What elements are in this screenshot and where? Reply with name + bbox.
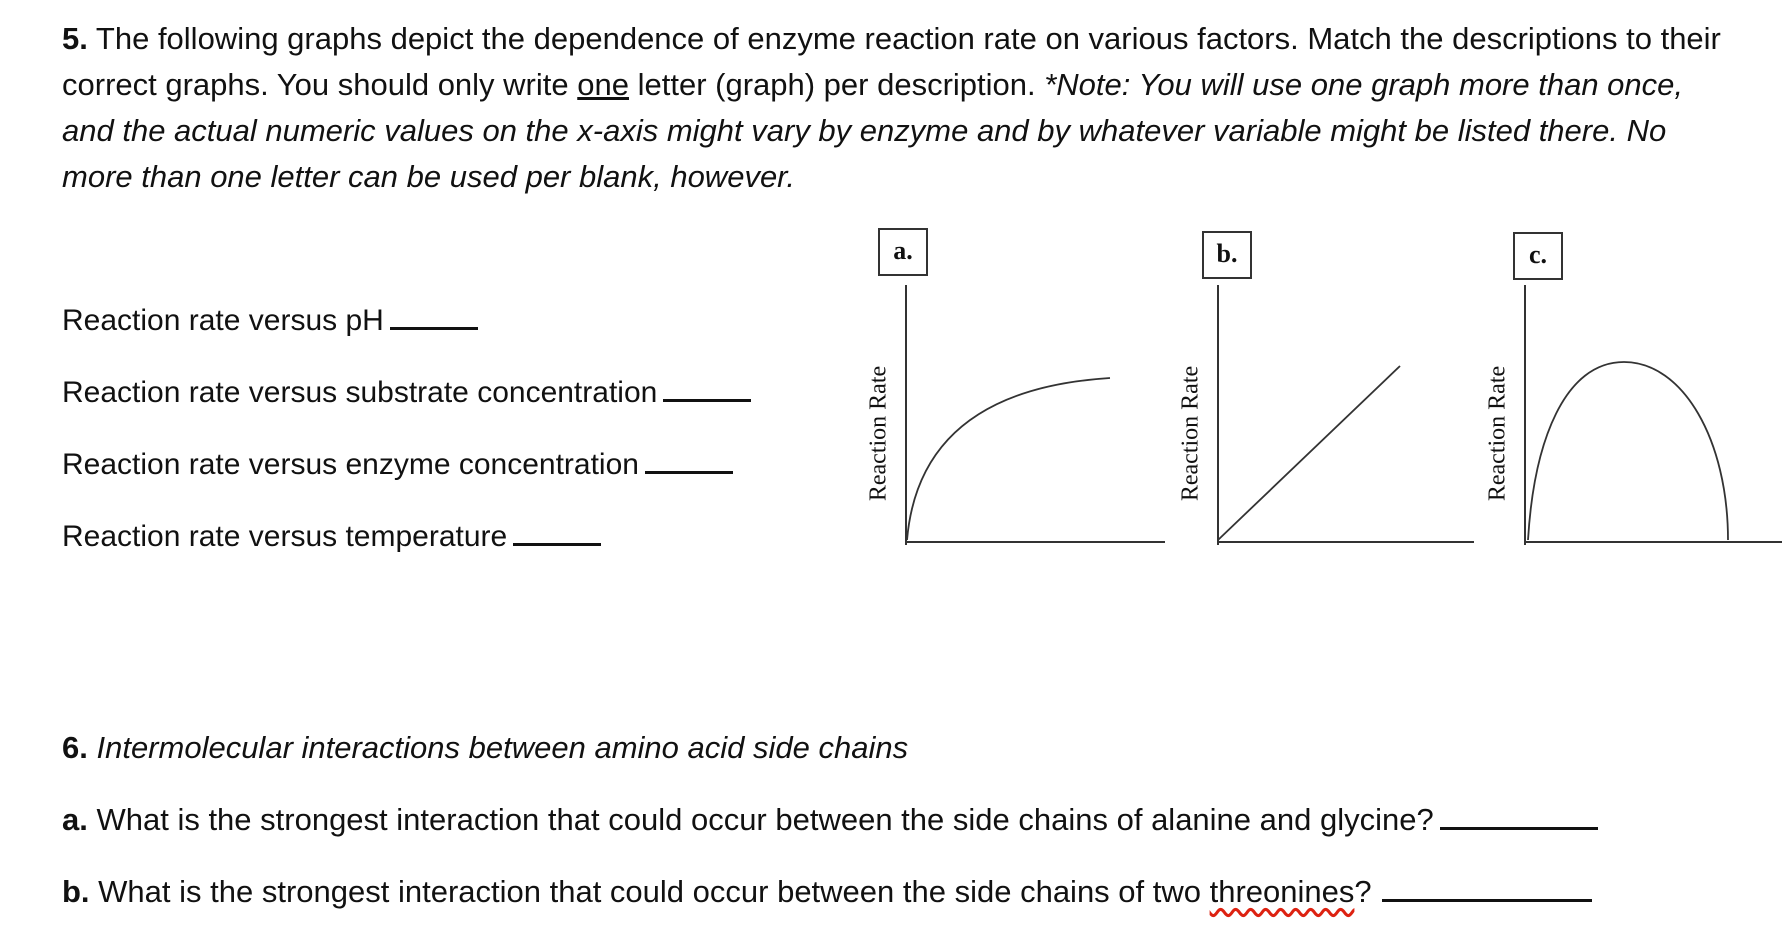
question-5-text-after: letter (graph) per description.	[628, 67, 1045, 102]
answer-blank[interactable]	[663, 375, 752, 402]
graph-c-y-axis-label: Reaction Rate	[1484, 365, 1511, 502]
description-label: Reaction rate versus enzyme concentratio…	[62, 448, 639, 481]
question-5-text: The following graphs depict the dependen…	[62, 21, 1721, 102]
answer-blank[interactable]	[644, 447, 733, 474]
description-label: Reaction rate versus substrate concentra…	[62, 376, 658, 409]
graph-b-y-axis-label: Reaction Rate	[1177, 365, 1204, 502]
description-label: Reaction rate versus temperature	[62, 520, 508, 553]
question-6b-misspelled-word: threonines	[1209, 874, 1355, 909]
question-6-title: 6. Intermolecular interactions between a…	[62, 728, 908, 768]
answer-blank[interactable]	[513, 519, 602, 546]
graph-c-curve	[1527, 361, 1729, 541]
graph-b	[1217, 285, 1474, 545]
graph-a-curve	[906, 377, 1111, 541]
question-5-note: *Note: You will use one graph more than …	[62, 67, 1684, 194]
graph-c-label: c.	[1513, 232, 1563, 280]
question-6a-label: a.	[62, 802, 88, 837]
question-6b-text: What is the strongest interaction that c…	[89, 874, 1210, 909]
question-6-heading: Intermolecular interactions between amin…	[87, 730, 909, 765]
description-substrate: Reaction rate versus substrate concentra…	[62, 374, 752, 412]
answer-blank[interactable]	[1439, 803, 1598, 830]
graph-a-y-axis-label: Reaction Rate	[865, 365, 892, 502]
description-ph: Reaction rate versus pH	[62, 302, 478, 340]
description-temperature: Reaction rate versus temperature	[62, 518, 602, 556]
answer-blank[interactable]	[1381, 875, 1592, 902]
graph-c	[1524, 285, 1782, 545]
graph-b-label: b.	[1202, 231, 1252, 279]
question-6-number: 6.	[62, 730, 88, 765]
answer-blank[interactable]	[389, 303, 478, 330]
question-5-underlined-word: one	[577, 67, 629, 102]
question-6b-label: b.	[62, 874, 90, 909]
graph-a	[905, 285, 1165, 545]
question-6a-text: What is the strongest interaction that c…	[87, 802, 1434, 837]
graph-a-label: a.	[878, 228, 928, 276]
description-enzyme: Reaction rate versus enzyme concentratio…	[62, 446, 733, 484]
question-6b-text-after: ?	[1354, 874, 1372, 909]
question-5: 5. The following graphs depict the depen…	[62, 16, 1722, 200]
question-5-number: 5.	[62, 21, 88, 56]
question-6a: a. What is the strongest interaction tha…	[62, 800, 1598, 840]
graph-b-line	[1217, 365, 1401, 541]
question-6b: b. What is the strongest interaction tha…	[62, 872, 1592, 912]
description-label: Reaction rate versus pH	[62, 304, 384, 337]
